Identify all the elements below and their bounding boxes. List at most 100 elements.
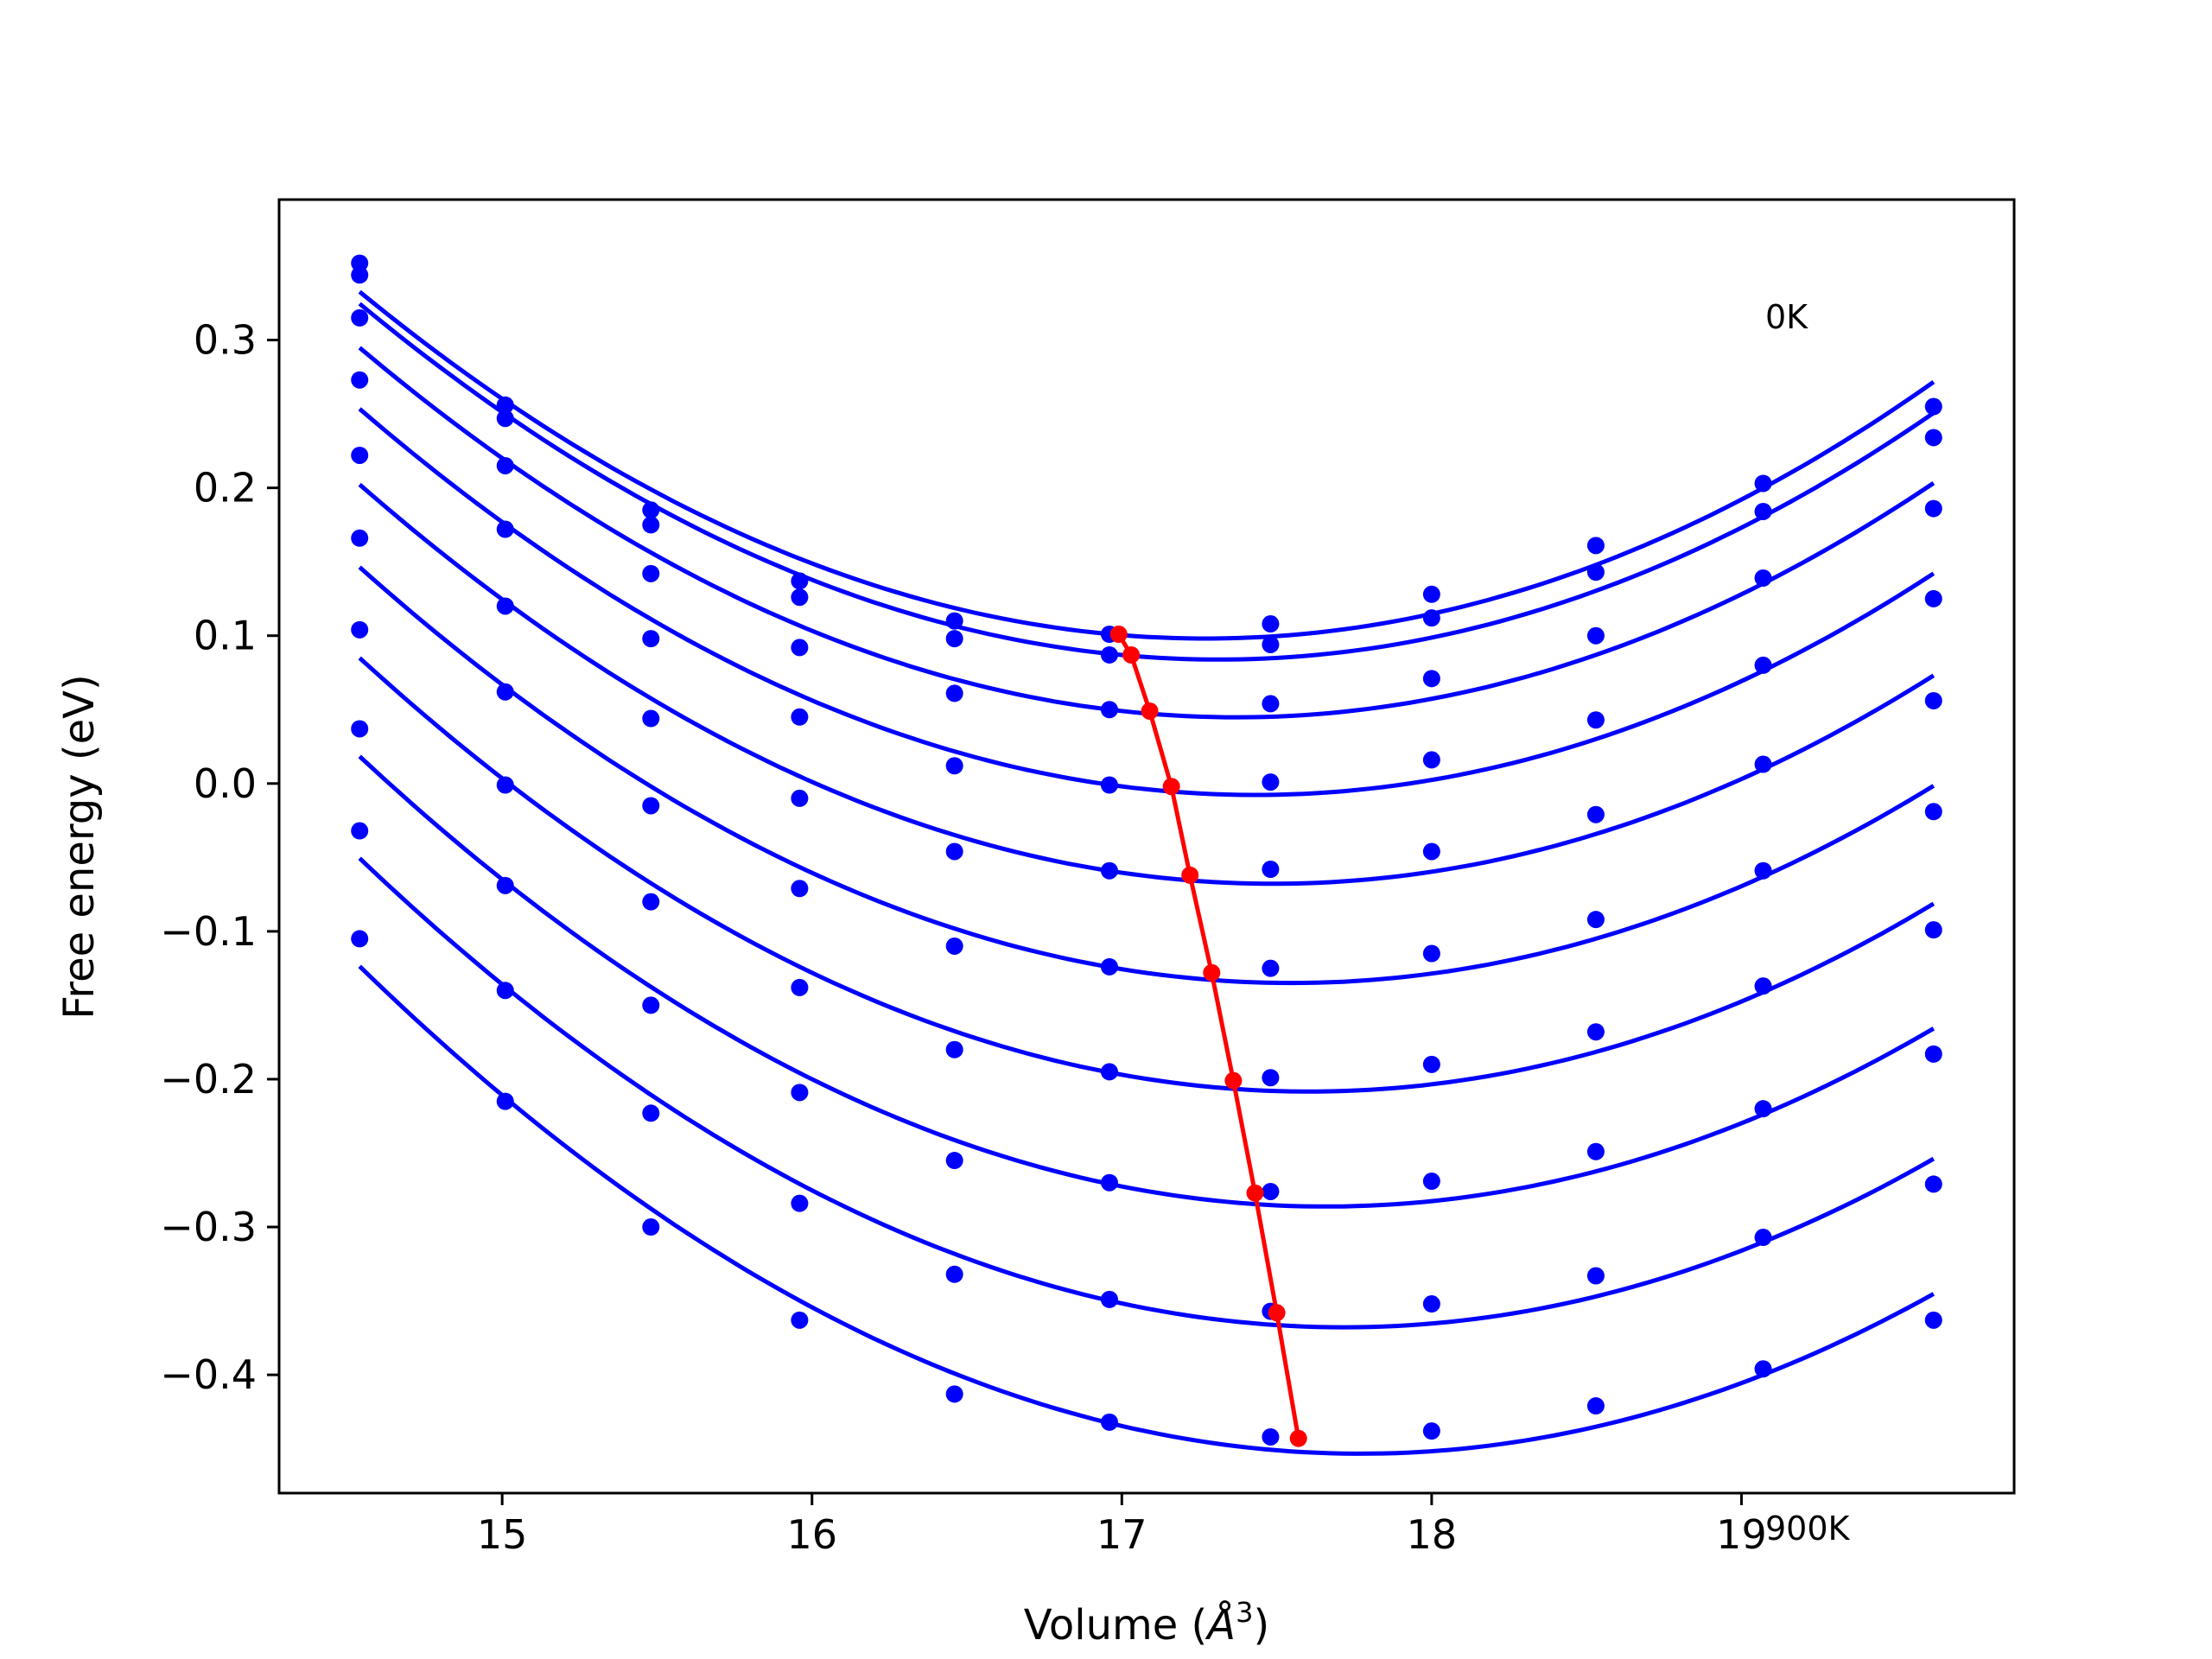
data-point-300K-6 [1262, 773, 1280, 791]
data-point-900K-9 [1754, 1360, 1772, 1378]
y-tick-label-4: 0.0 [194, 760, 257, 807]
y-tick-label-6: 0.2 [194, 465, 257, 512]
data-point-700K-5 [1100, 1173, 1118, 1192]
data-point-500K-3 [791, 880, 809, 898]
data-point-200K-3 [791, 639, 809, 657]
data-point-500K-0 [351, 529, 369, 547]
data-point-500K-6 [1262, 959, 1280, 977]
data-point-200K-9 [1754, 569, 1772, 587]
annotation-0k: 0K [1765, 298, 1808, 336]
data-point-700K-9 [1754, 1100, 1772, 1118]
data-point-900K-4 [945, 1385, 963, 1403]
fit-curve-500K [358, 565, 1936, 986]
data-point-700K-0 [351, 720, 369, 738]
fit-curve-400K [358, 482, 1936, 887]
data-point-900K-10 [1924, 1311, 1942, 1329]
data-point-200K-1 [496, 456, 514, 474]
data-point-300K-5 [1100, 776, 1118, 794]
data-point-800K-7 [1422, 1295, 1440, 1313]
ylabel: Free energy (eV) [55, 674, 104, 1019]
data-point-0K-6 [1262, 615, 1280, 633]
data-point-400K-9 [1754, 755, 1772, 773]
xlabel: Volume (Å3) [1024, 1596, 1269, 1649]
minimum-point-100K [1122, 645, 1141, 664]
data-point-800K-8 [1586, 1267, 1605, 1285]
minimum-point-300K [1162, 778, 1180, 796]
data-point-300K-4 [945, 757, 963, 775]
data-point-300K-9 [1754, 656, 1772, 674]
data-point-900K-7 [1422, 1422, 1440, 1440]
y-tick-label-5: 0.1 [194, 613, 257, 659]
x-tick-label-2: 17 [1096, 1511, 1147, 1558]
data-point-200K-10 [1924, 499, 1942, 518]
plot-frame [277, 198, 2016, 1495]
data-point-200K-0 [351, 308, 369, 327]
data-point-600K-0 [351, 620, 369, 639]
data-point-600K-1 [496, 776, 514, 794]
data-point-400K-3 [791, 789, 809, 807]
data-point-600K-5 [1100, 1063, 1118, 1081]
y-tick-label-3: −0.1 [160, 908, 257, 955]
minimum-point-500K [1203, 963, 1221, 982]
ticks-layer: 15 16 17 18 19 −0.4 −0.3 −0.2 −0.1 0.0 0.1 0.2 0.3 [160, 317, 1766, 1558]
y-tick-label-0: −0.4 [160, 1351, 257, 1398]
data-point-800K-1 [496, 982, 514, 1000]
data-point-0K-10 [1924, 397, 1942, 416]
data-point-700K-6 [1262, 1182, 1280, 1200]
xlabel-close: ) [1253, 1601, 1269, 1649]
fit-curve-300K [358, 407, 1936, 798]
data-point-400K-4 [945, 842, 963, 861]
data-point-700K-8 [1586, 1142, 1605, 1160]
data-point-800K-4 [945, 1265, 963, 1283]
data-point-900K-2 [642, 1218, 660, 1236]
data-point-700K-2 [642, 996, 660, 1014]
data-point-800K-10 [1924, 1175, 1942, 1193]
data-point-100K-5 [1100, 645, 1118, 664]
data-point-300K-8 [1586, 711, 1605, 729]
data-point-900K-3 [791, 1311, 809, 1329]
data-point-100K-3 [791, 588, 809, 607]
minimum-point-600K [1224, 1071, 1243, 1090]
data-point-600K-10 [1924, 921, 1942, 939]
fit-curve-600K [358, 656, 1936, 1094]
data-point-800K-2 [642, 1104, 660, 1122]
equilibrium-volume-line [1116, 632, 1301, 1440]
data-point-800K-3 [791, 1194, 809, 1212]
data-point-200K-4 [945, 684, 963, 702]
data-point-500K-10 [1924, 803, 1942, 821]
data-point-500K-1 [496, 683, 514, 701]
data-point-100K-7 [1422, 609, 1440, 627]
data-point-700K-10 [1924, 1045, 1942, 1063]
data-point-600K-7 [1422, 1055, 1440, 1073]
fit-curve-900K [358, 964, 1936, 1456]
data-point-300K-1 [496, 520, 514, 538]
x-tick-label-1: 16 [786, 1511, 837, 1558]
data-point-300K-10 [1924, 589, 1942, 607]
data-point-500K-5 [1100, 957, 1118, 976]
data-point-100K-9 [1754, 502, 1772, 520]
data-point-100K-2 [642, 516, 660, 534]
fit-curve-700K [358, 754, 1936, 1209]
fit-curve-0K [358, 289, 1936, 641]
minimum-point-900K [1289, 1429, 1307, 1447]
data-point-900K-0 [351, 930, 369, 948]
data-point-0K-7 [1422, 585, 1440, 603]
data-point-500K-4 [945, 937, 963, 955]
data-point-400K-2 [642, 709, 660, 728]
curves-layer [351, 254, 1942, 1456]
minima-layer [1109, 625, 1307, 1447]
data-point-600K-6 [1262, 1069, 1280, 1087]
data-point-100K-10 [1924, 429, 1942, 447]
data-point-200K-5 [1100, 701, 1118, 719]
data-point-300K-3 [791, 708, 809, 726]
data-point-300K-2 [642, 630, 660, 648]
data-point-500K-8 [1586, 911, 1605, 929]
data-point-300K-7 [1422, 751, 1440, 769]
data-point-200K-6 [1262, 695, 1280, 713]
data-point-600K-3 [791, 978, 809, 996]
data-point-600K-8 [1586, 1023, 1605, 1041]
data-point-400K-1 [496, 597, 514, 615]
annotation-900k: 900K [1765, 1510, 1851, 1548]
